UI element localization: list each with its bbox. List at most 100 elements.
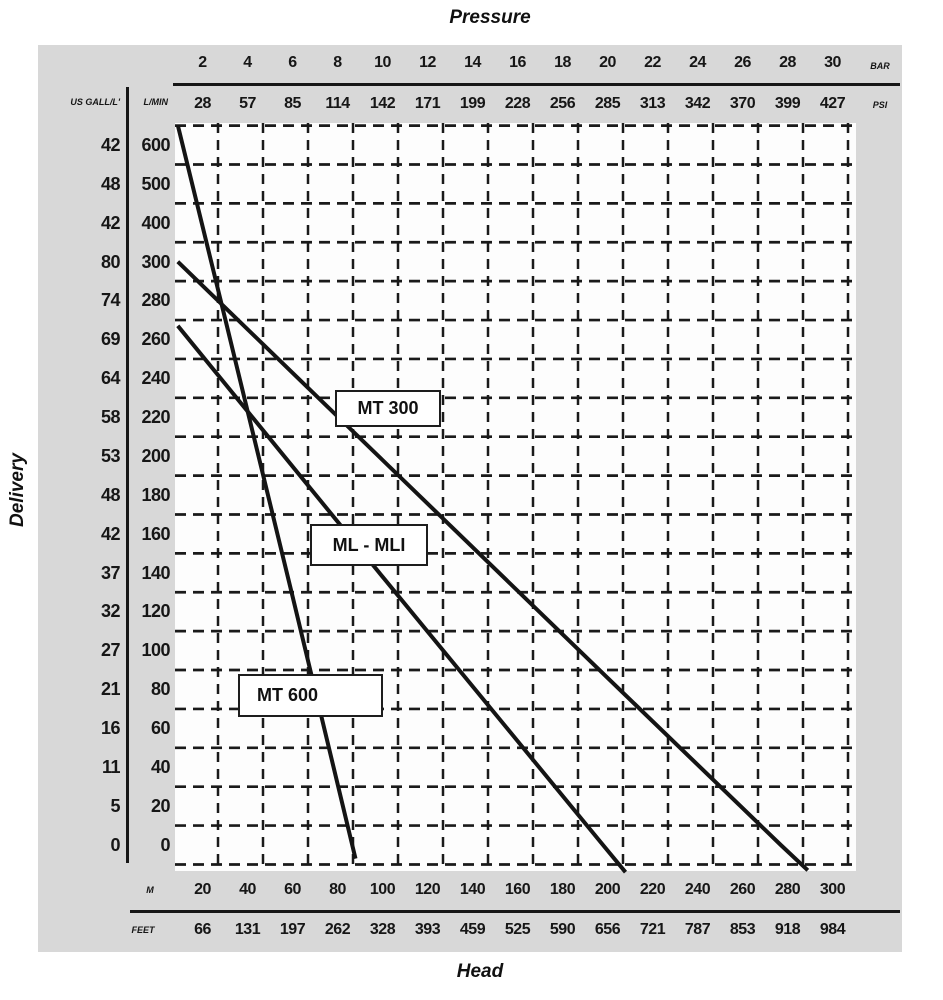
delivery-row: 42 600 <box>38 126 171 165</box>
feet-tick-label: 525 <box>504 921 531 938</box>
psi-axis-row: 28 57 85 114 142 171 199 228 256 285 313 342 370 399 4… <box>180 93 855 115</box>
psi-tick-label: 399 <box>774 95 801 112</box>
curve-label-mt300-text: MT 300 <box>357 398 419 418</box>
curve-mt-300 <box>176 260 810 872</box>
psi-tick-label: 313 <box>639 95 666 112</box>
meters-tick-label: 200 <box>594 881 621 898</box>
meters-tick-label: 120 <box>414 881 441 898</box>
delivery-row: 42 160 <box>38 515 171 554</box>
psi-tick-label: 342 <box>684 95 711 112</box>
bar-tick-label: 26 <box>734 54 751 71</box>
us-gall-value: 21 <box>100 679 121 700</box>
delivery-row: 80 300 <box>38 243 171 282</box>
lmin-value: 20 <box>150 795 171 816</box>
meters-tick-label: 60 <box>284 881 301 898</box>
us-gall-value: 58 <box>100 407 121 428</box>
psi-tick-label: 228 <box>504 95 531 112</box>
us-gall-value: 11 <box>101 756 121 777</box>
grid-lines <box>175 123 856 871</box>
meters-tick-label: 20 <box>194 881 211 898</box>
bar-tick-label: 16 <box>509 54 526 71</box>
delivery-row: 32 120 <box>38 593 171 632</box>
head-axis-title: Head <box>456 961 504 982</box>
curve-label-mt600: MT 600 <box>238 674 383 717</box>
us-gall-value: 48 <box>100 484 121 505</box>
delivery-row: 37 140 <box>38 554 171 593</box>
us-gall-value: 42 <box>100 212 121 233</box>
feet-tick-label: 393 <box>414 921 441 938</box>
bar-tick-label: 14 <box>464 54 481 71</box>
lmin-value: 160 <box>141 523 170 544</box>
delivery-row: 48 500 <box>38 165 171 204</box>
us-gall-value: 37 <box>100 562 121 583</box>
us-gall-value: 74 <box>100 290 121 311</box>
meters-axis-row: 20 40 60 80 100 120 140 160 180 200 220 240 260 280 30… <box>180 879 855 901</box>
psi-tick-label: 285 <box>594 95 621 112</box>
us-gall-value: 16 <box>100 718 121 739</box>
us-gall-value: 5 <box>110 795 120 816</box>
curve-label-ml-mli-text: ML - MLI <box>332 534 406 555</box>
psi-unit-label: PSI <box>872 100 888 110</box>
lmin-column-header: L/MIN <box>143 97 169 107</box>
psi-tick-label: 370 <box>729 95 756 112</box>
us-gall-value: 69 <box>100 329 121 350</box>
pressure-axis-separator <box>173 83 900 86</box>
delivery-row: 16 60 <box>38 709 171 748</box>
lmin-value: 500 <box>141 173 170 194</box>
us-gall-value: 80 <box>100 251 121 272</box>
delivery-row: 48 180 <box>38 476 171 515</box>
delivery-row: 11 40 <box>38 748 171 787</box>
lmin-value: 300 <box>141 251 170 272</box>
us-gall-value: 42 <box>100 523 121 544</box>
delivery-row: 69 260 <box>38 320 171 359</box>
feet-tick-label: 459 <box>459 921 486 938</box>
psi-tick-label: 28 <box>194 95 211 112</box>
curve-mt-600 <box>175 124 358 860</box>
us-gall-value: 48 <box>100 173 121 194</box>
delivery-row: 58 220 <box>38 398 171 437</box>
lmin-value: 200 <box>141 445 170 466</box>
us-gall-value: 64 <box>100 368 121 389</box>
feet-tick-label: 918 <box>774 921 801 938</box>
curve-label-mt600-text: MT 600 <box>257 685 319 705</box>
lmin-value: 260 <box>141 329 170 350</box>
lmin-value: 80 <box>150 679 171 700</box>
lmin-value: 60 <box>150 718 171 739</box>
head-axis-separator <box>130 910 900 913</box>
delivery-column-divider <box>126 87 129 863</box>
feet-tick-label: 590 <box>549 921 576 938</box>
lmin-value: 280 <box>141 290 170 311</box>
bar-tick-label: 28 <box>779 54 796 71</box>
us-gall-value: 27 <box>100 640 121 661</box>
feet-tick-label: 853 <box>729 921 756 938</box>
meters-tick-label: 40 <box>239 881 256 898</box>
meters-unit-label: M <box>146 885 154 895</box>
bar-tick-label: 12 <box>419 54 436 71</box>
feet-tick-label: 656 <box>594 921 621 938</box>
lmin-value: 100 <box>141 640 170 661</box>
meters-tick-label: 220 <box>639 881 666 898</box>
lmin-value: 0 <box>160 834 170 855</box>
curve-label-ml-mli: ML - MLI <box>310 524 428 566</box>
us-gall-value: 53 <box>100 445 121 466</box>
bar-tick-label: 10 <box>374 54 391 71</box>
psi-tick-label: 199 <box>459 95 486 112</box>
bar-tick-label: 22 <box>644 54 661 71</box>
bar-axis-row: 2 4 6 8 10 12 14 16 18 20 22 24 26 28 30 <box>180 52 855 74</box>
lmin-value: 400 <box>141 212 170 233</box>
meters-tick-label: 260 <box>729 881 756 898</box>
delivery-axis-title: Delivery <box>7 453 28 527</box>
feet-unit-label: FEET <box>131 925 155 935</box>
meters-tick-label: 80 <box>329 881 346 898</box>
psi-tick-label: 171 <box>414 95 441 112</box>
lmin-value: 40 <box>150 756 171 777</box>
bar-tick-label: 8 <box>333 54 342 71</box>
lmin-value: 240 <box>141 368 170 389</box>
delivery-row: 21 80 <box>38 670 171 709</box>
feet-tick-label: 328 <box>369 921 396 938</box>
feet-tick-label: 787 <box>684 921 711 938</box>
delivery-row: 64 240 <box>38 359 171 398</box>
lmin-value: 120 <box>141 601 170 622</box>
psi-tick-label: 57 <box>239 95 256 112</box>
